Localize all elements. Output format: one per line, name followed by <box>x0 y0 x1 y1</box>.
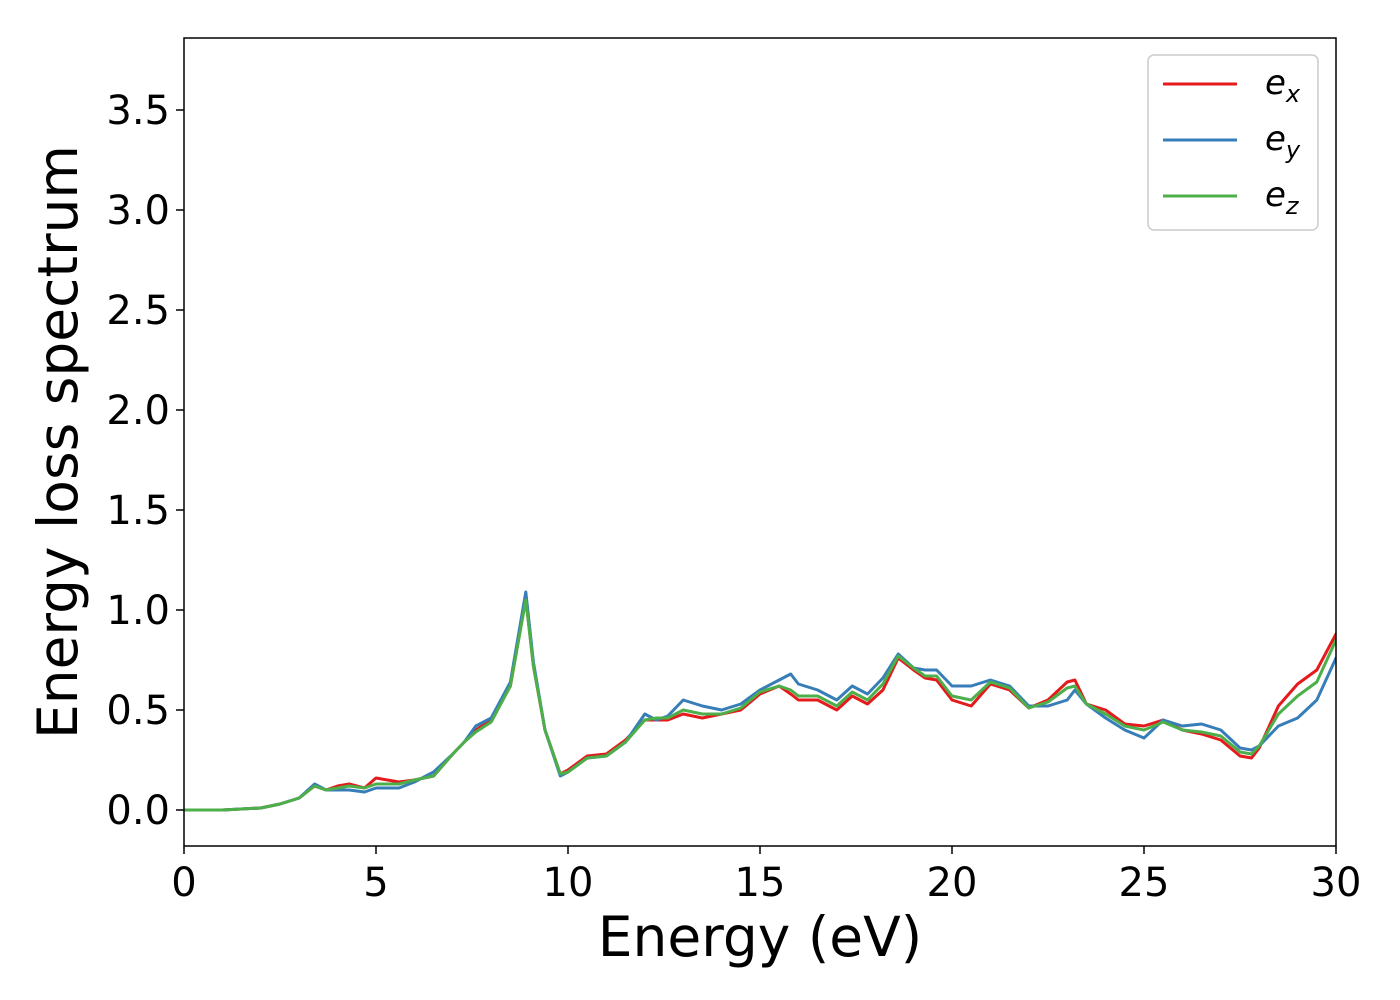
x-tick-label: 5 <box>363 860 388 906</box>
y-axis-title: Energy loss spectrum <box>26 145 90 739</box>
y-tick-label: 3.0 <box>106 188 170 234</box>
legend-label-e-y: ey <box>1265 119 1301 164</box>
y-tick-label: 2.5 <box>106 288 170 334</box>
y-tick-label: 2.0 <box>106 388 170 434</box>
y-axis: 0.0 0.5 1.0 1.5 2.0 2.5 3.0 3.5 <box>106 88 184 834</box>
y-tick-label: 1.5 <box>106 488 170 534</box>
x-tick-label: 20 <box>927 860 978 906</box>
series-line-e-x <box>184 596 1336 812</box>
x-axis: 0 5 10 15 20 25 30 <box>171 846 1361 906</box>
x-axis-title: Energy (eV) <box>598 905 922 969</box>
series-line-e-y <box>184 590 1336 812</box>
x-tick-label: 0 <box>171 860 196 906</box>
legend: ex ey ez <box>1147 54 1319 231</box>
y-tick-label: 0.5 <box>106 688 170 734</box>
legend-label-e-x: ex <box>1265 63 1301 108</box>
x-tick-label: 15 <box>735 860 786 906</box>
series-line-e-z <box>184 598 1336 812</box>
y-tick-label: 0.0 <box>106 788 170 834</box>
x-tick-label: 10 <box>543 860 594 906</box>
legend-box <box>1147 54 1319 231</box>
series-layer <box>184 590 1336 812</box>
x-tick-label: 30 <box>1311 860 1362 906</box>
y-tick-label: 3.5 <box>106 88 170 134</box>
y-tick-label: 1.0 <box>106 588 170 634</box>
x-tick-label: 25 <box>1119 860 1170 906</box>
legend-label-e-z: ez <box>1265 175 1300 220</box>
